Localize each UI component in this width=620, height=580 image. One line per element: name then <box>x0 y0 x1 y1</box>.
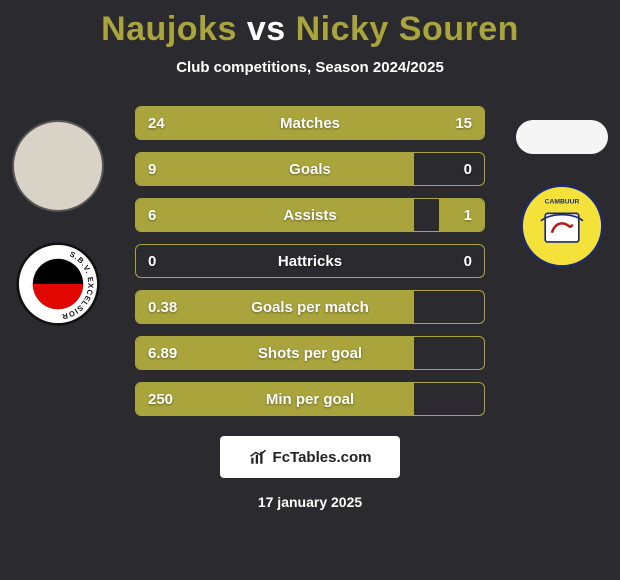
date-label: 17 january 2025 <box>0 494 620 510</box>
player2-club-badge: CAMBUUR <box>520 184 604 268</box>
site-badge[interactable]: FcTables.com <box>220 436 400 478</box>
stat-value-right: 0 <box>464 245 472 277</box>
excelsior-badge-icon: S.B.V. EXCELSIOR <box>16 242 100 326</box>
site-name: FcTables.com <box>273 449 372 466</box>
stats-list: 24Matches159Goals06Assists10Hattricks00.… <box>135 106 485 416</box>
stat-label: Matches <box>136 107 484 139</box>
stat-row: 0Hattricks0 <box>135 244 485 278</box>
stat-row: 0.38Goals per match <box>135 290 485 324</box>
stat-label: Min per goal <box>136 383 484 415</box>
stat-label: Shots per goal <box>136 337 484 369</box>
stat-value-right: 0 <box>464 153 472 185</box>
player1-name: Naujoks <box>101 10 237 48</box>
player1-club-badge: S.B.V. EXCELSIOR <box>16 242 100 326</box>
stat-row: 250Min per goal <box>135 382 485 416</box>
season-subtitle: Club competitions, Season 2024/2025 <box>0 59 620 76</box>
comparison-title: Naujoks vs Nicky Souren <box>0 0 620 49</box>
stat-value-right: 15 <box>455 107 472 139</box>
stat-label: Assists <box>136 199 484 231</box>
right-column: CAMBUUR <box>512 120 612 268</box>
player1-avatar <box>12 120 104 212</box>
player2-name: Nicky Souren <box>296 10 519 48</box>
stat-row: 24Matches15 <box>135 106 485 140</box>
vs-label: vs <box>247 10 286 48</box>
stat-row: 6Assists1 <box>135 198 485 232</box>
chart-icon <box>249 448 267 466</box>
stat-row: 6.89Shots per goal <box>135 336 485 370</box>
cambuur-badge-icon: CAMBUUR <box>520 184 604 268</box>
stat-label: Hattricks <box>136 245 484 277</box>
stat-label: Goals per match <box>136 291 484 323</box>
stat-label: Goals <box>136 153 484 185</box>
left-column: S.B.V. EXCELSIOR <box>8 120 108 326</box>
stat-value-right: 1 <box>464 199 472 231</box>
stat-row: 9Goals0 <box>135 152 485 186</box>
player2-avatar <box>516 120 608 154</box>
svg-text:CAMBUUR: CAMBUUR <box>545 198 580 205</box>
